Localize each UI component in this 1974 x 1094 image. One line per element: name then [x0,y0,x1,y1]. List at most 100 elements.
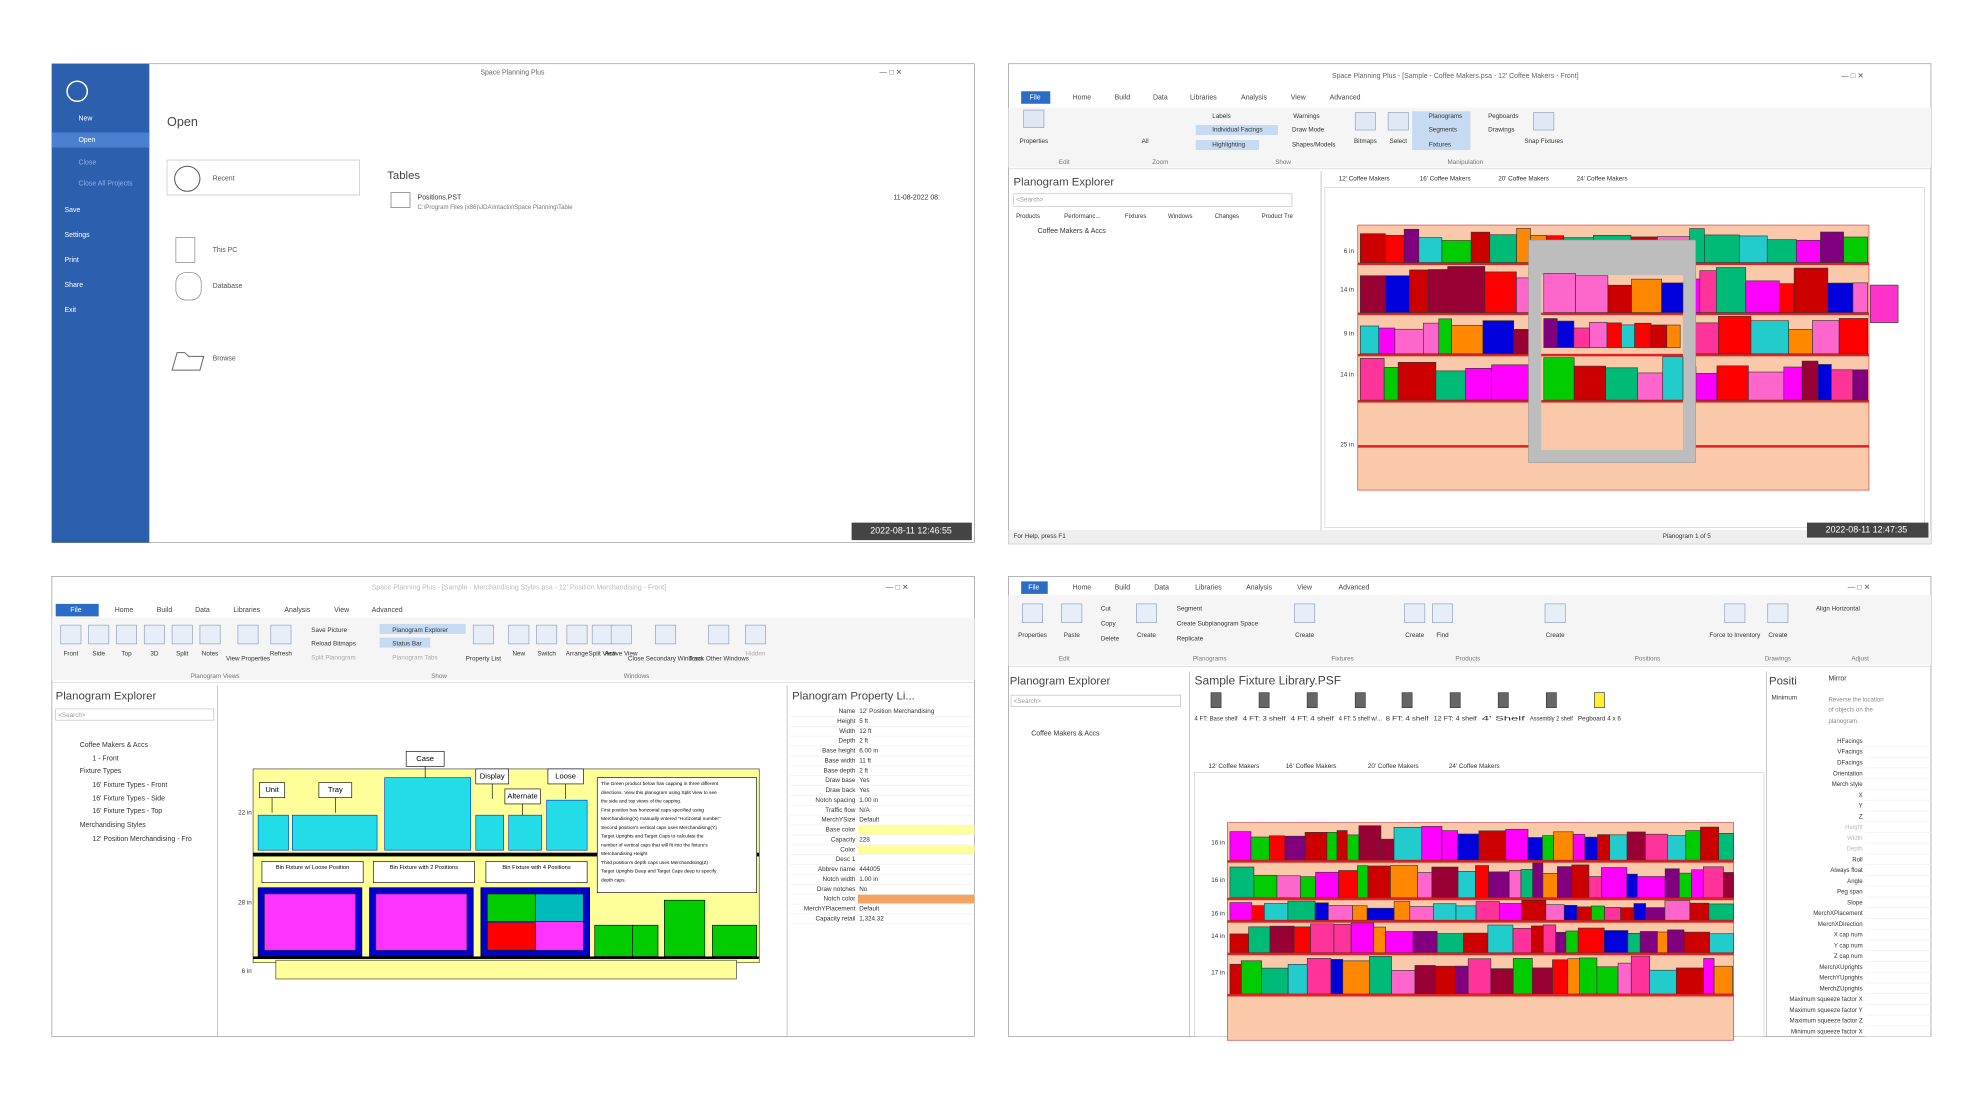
ribbon-button[interactable]: Switch [537,651,556,658]
location[interactable]: Recent [213,176,235,183]
ribbon-tab[interactable]: Data [195,607,210,614]
ribbon-button[interactable]: Track Other Windows [689,656,749,663]
sidebar-item[interactable]: Share [65,282,84,289]
ribbon-button[interactable]: Split Planogram [311,654,355,661]
ribbon-tab[interactable]: Libraries [233,607,260,614]
property-value[interactable]: 444005 [859,866,881,873]
ribbon-tab[interactable]: File [1028,584,1039,591]
ribbon-tab[interactable]: Advanced [372,607,403,614]
ribbon-button[interactable]: Find [1436,632,1449,639]
ribbon-button[interactable]: Status Bar [392,641,421,648]
tree-item[interactable]: 16' Fixture Types - Top [92,808,162,815]
file-name[interactable]: Positions.PST [418,194,462,201]
property-value[interactable]: 6.00 in [859,748,878,755]
explorer-tab[interactable]: Fixtures [1125,214,1147,220]
tree-item[interactable]: 16' Fixture Types - Side [92,796,165,803]
ribbon-button[interactable]: Planogram Explorer [392,627,448,634]
property-value[interactable]: 12' Position Merchandising [859,708,935,715]
property-value[interactable]: Yes [859,787,869,794]
tree-item[interactable]: Merchandising Styles [80,822,147,829]
ribbon-button[interactable]: Notes [202,651,218,658]
ribbon-tab[interactable]: File [70,607,81,614]
ribbon-tab[interactable]: Build [1115,584,1131,591]
ribbon-button[interactable]: 3D [150,651,159,658]
ribbon-button[interactable]: Save Picture [311,627,347,634]
ribbon-tab[interactable]: Advanced [1339,584,1370,591]
ribbon-button[interactable]: Create [1137,632,1156,639]
ribbon-tab[interactable]: Build [157,607,173,614]
ribbon-button[interactable]: Drawings [1488,127,1514,134]
doc-tab[interactable]: 20' Coffee Makers [1498,175,1549,182]
ribbon-tab[interactable]: Analysis [1241,94,1267,101]
ribbon-tab[interactable]: Build [1115,94,1131,101]
property-value[interactable]: Yes [859,777,869,784]
ribbon-tab[interactable]: Analysis [284,607,310,614]
tree-item[interactable]: Coffee Makers & Accs [1038,228,1107,235]
sidebar-item[interactable]: Close All Projects [78,181,133,188]
ribbon-button[interactable]: Paste [1064,632,1081,639]
fixture-item[interactable]: 12 FT: 4 shelf [1434,716,1477,723]
ribbon-button[interactable]: Create Subplanogram Space [1177,621,1259,628]
ribbon-tab[interactable]: Libraries [1195,584,1222,591]
ribbon-button[interactable]: Labels [1212,113,1231,120]
ribbon-button[interactable]: Split [176,651,189,658]
property-value[interactable]: 228 [859,836,870,843]
sidebar-item[interactable]: Print [65,257,79,264]
doc-tab[interactable]: 24' Coffee Makers [1577,175,1628,182]
ribbon-button[interactable]: Split View [589,651,617,658]
doc-tab[interactable]: 12' Coffee Makers [1339,175,1390,182]
ribbon-tab[interactable]: Advanced [1330,94,1361,101]
property-value[interactable]: 2 ft [859,767,868,774]
ribbon-button[interactable]: Draw Mode [1292,127,1325,134]
ribbon-tab[interactable]: Data [1153,94,1168,101]
location[interactable]: Database [213,283,243,290]
doc-tab[interactable]: 12' Coffee Makers [1208,763,1259,770]
ribbon-button[interactable]: Copy [1101,621,1117,628]
property-value[interactable]: 11 ft [859,757,871,764]
ribbon-button[interactable]: Side [92,651,105,658]
ribbon-button[interactable]: Reload Bitmaps [311,641,355,648]
ribbon-button[interactable]: Close Secondary Windows [628,656,703,663]
tree-item[interactable]: Coffee Makers & Accs [1031,731,1100,738]
ribbon-button[interactable]: Create [1405,632,1424,639]
fixture-item[interactable]: 4' Shelf [1482,716,1526,723]
ribbon-button[interactable]: Top [121,651,132,658]
sidebar-item[interactable]: Exit [65,307,77,314]
tree-item[interactable]: 16' Fixture Types - Front [92,782,167,789]
ribbon-button[interactable]: Replicate [1177,636,1204,643]
explorer-tab[interactable]: Windows [1168,214,1193,220]
fixture-item[interactable]: 4 FT: 4 shelf [1291,716,1334,723]
sidebar-item[interactable]: Settings [65,232,91,239]
property-value[interactable]: 1.00 in [859,797,878,804]
doc-tab[interactable]: 24' Coffee Makers [1449,763,1500,770]
fixture-item[interactable]: Assembly 2 shelf [1530,716,1573,723]
ribbon-tab[interactable]: Home [1073,584,1092,591]
property-value[interactable]: 2 ft [859,738,868,745]
ribbon-tab[interactable]: View [1297,584,1312,591]
explorer-tab[interactable]: Changes [1215,214,1239,220]
ribbon-button[interactable]: Delete [1101,636,1120,643]
ribbon-button[interactable]: Refresh [270,651,293,658]
property-value[interactable]: 1,324.32 [859,916,884,923]
sidebar-item[interactable]: Close [78,159,96,166]
tree-item[interactable]: 12' Position Merchandising - Fro [92,836,192,843]
ribbon-button[interactable]: Planogram Tabs [392,654,437,661]
ribbon-tab[interactable]: Home [1073,94,1092,101]
tree-item[interactable]: Coffee Makers & Accs [80,742,149,749]
tree-item[interactable]: Fixture Types [80,768,122,775]
ribbon-tab[interactable]: Home [115,607,134,614]
explorer-tab[interactable]: Product Tre [1262,214,1294,220]
ribbon-tab[interactable]: View [334,607,349,614]
ribbon-button[interactable]: Snap Fixtures [1524,138,1563,145]
ribbon-button[interactable]: Create [1768,632,1787,639]
ribbon-button[interactable]: Hidden [745,651,765,658]
ribbon-button[interactable]: Select [1389,138,1407,145]
ribbon-button[interactable]: New [512,651,525,658]
ribbon-button[interactable]: Properties [1019,138,1048,145]
ribbon-tab[interactable]: Analysis [1246,584,1272,591]
ribbon-button[interactable]: Property List [466,656,502,663]
ribbon-button[interactable]: View Properties [226,656,270,663]
sidebar-item[interactable]: New [78,116,92,123]
ribbon-button[interactable]: Pegboards [1488,113,1518,120]
ribbon-button[interactable]: Create [1295,632,1314,639]
